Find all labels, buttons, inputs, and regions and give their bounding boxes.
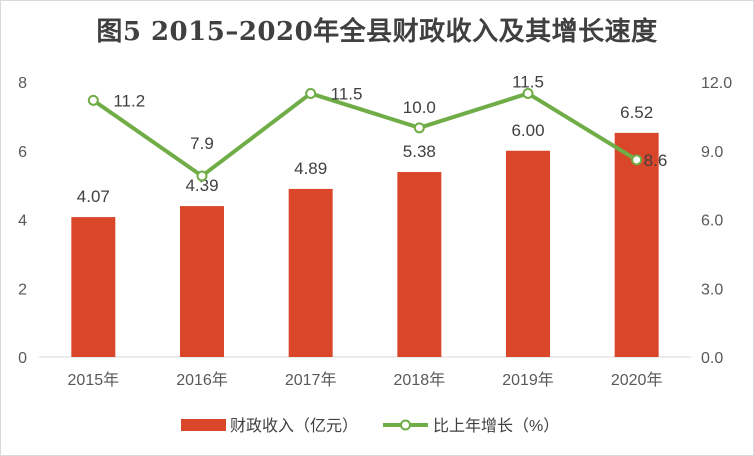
y-left-tick-label: 4 bbox=[18, 213, 27, 230]
line-data-label: 10.0 bbox=[403, 98, 436, 117]
bar-data-label: 4.07 bbox=[77, 187, 110, 206]
y-left-tick-label: 2 bbox=[18, 281, 27, 298]
bar-data-label: 6.00 bbox=[511, 121, 544, 140]
growth-point bbox=[305, 87, 317, 99]
line-data-label: 11.5 bbox=[512, 72, 544, 91]
bar bbox=[506, 150, 550, 357]
line-data-label: 11.5 bbox=[331, 84, 363, 103]
y-right-tick-label: 3.0 bbox=[701, 281, 723, 298]
line-data-label: 11.2 bbox=[113, 91, 145, 110]
bar-data-label: 6.52 bbox=[620, 103, 653, 122]
y-right-tick-label: 0.0 bbox=[701, 350, 723, 367]
growth-point bbox=[87, 94, 99, 106]
line-data-label: 7.9 bbox=[190, 134, 214, 153]
legend-bar-swatch bbox=[181, 419, 226, 431]
legend-line-label: 比上年增长（%） bbox=[433, 417, 559, 435]
bar bbox=[180, 206, 224, 357]
legend-line-marker bbox=[400, 419, 411, 431]
y-right-tick-label: 12.0 bbox=[701, 75, 732, 92]
bar-data-label: 4.39 bbox=[185, 176, 218, 195]
bar bbox=[614, 132, 659, 357]
x-tick-label: 2018年 bbox=[394, 371, 446, 389]
growth-point bbox=[631, 154, 643, 166]
x-tick-label: 2020年 bbox=[611, 371, 663, 389]
bar bbox=[288, 188, 333, 357]
y-left-tick-label: 0 bbox=[18, 350, 27, 367]
legend-bar-label: 财政收入（亿元） bbox=[230, 417, 358, 435]
bar bbox=[71, 217, 116, 357]
growth-line bbox=[92, 91, 638, 178]
y-right-tick-label: 9.0 bbox=[701, 144, 723, 161]
x-tick-label: 2015年 bbox=[68, 371, 120, 389]
y-left-tick-label: 8 bbox=[18, 75, 27, 92]
x-tick-label: 2019年 bbox=[502, 371, 554, 389]
growth-point bbox=[413, 122, 425, 134]
bar bbox=[397, 172, 442, 357]
bar-data-label: 5.38 bbox=[403, 142, 436, 161]
growth-point bbox=[196, 170, 208, 182]
line-data-label: 8.6 bbox=[644, 151, 668, 170]
y-right-tick-label: 6.0 bbox=[701, 213, 723, 230]
x-tick-label: 2017年 bbox=[285, 371, 337, 389]
y-left-tick-label: 6 bbox=[18, 144, 27, 161]
chart-title: 图5 2015–2020年全县财政收入及其增长速度 bbox=[96, 17, 658, 47]
x-tick-label: 2016年 bbox=[176, 371, 228, 389]
growth-point bbox=[522, 87, 534, 99]
bar-data-label: 4.89 bbox=[294, 159, 327, 178]
